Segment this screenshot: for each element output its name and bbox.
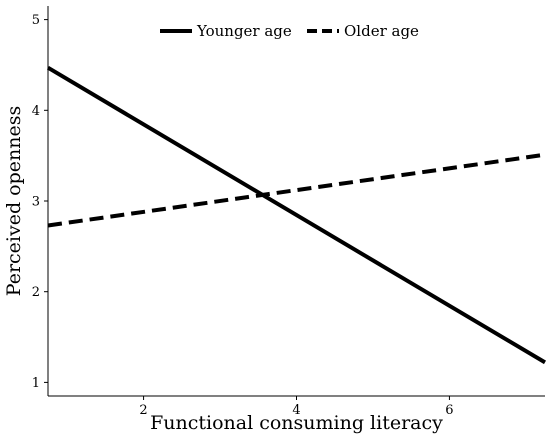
- x-tick-label: 6: [445, 403, 453, 418]
- series-layer: [46, 65, 547, 365]
- y-axis-title: Perceived openness: [3, 106, 25, 296]
- y-tick-label: 4: [32, 104, 40, 119]
- y-tick-label: 3: [32, 195, 40, 210]
- series-line-younger-age: [46, 65, 547, 365]
- y-tick-label: 1: [32, 376, 40, 391]
- legend-label: Older age: [344, 22, 419, 40]
- x-axis-title: Functional consuming literacy: [150, 412, 443, 434]
- y-tick-label: 5: [32, 13, 40, 28]
- x-tick-label: 4: [292, 403, 300, 418]
- y-tick-label: 2: [32, 285, 40, 300]
- axes: 1 2 3 4 5 2 4 6: [32, 6, 545, 418]
- legend-label: Younger age: [196, 22, 292, 40]
- legend: Younger age Older age: [160, 22, 419, 40]
- x-tick-label: 2: [139, 403, 147, 418]
